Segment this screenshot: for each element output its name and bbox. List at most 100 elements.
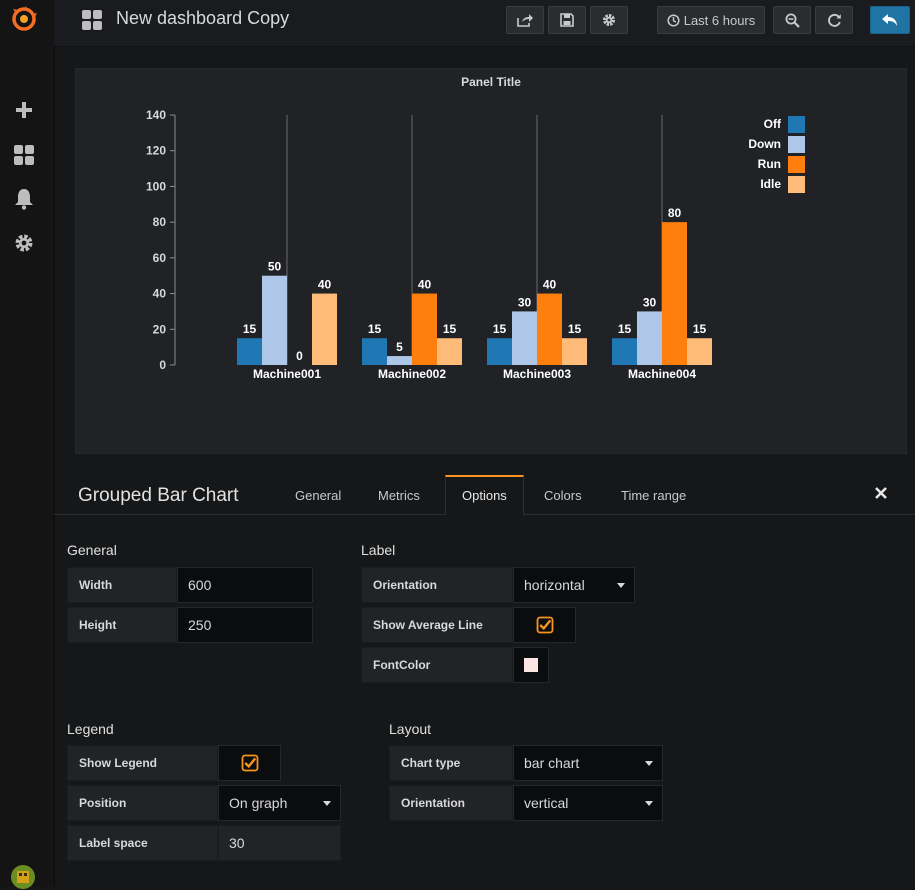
width-input[interactable]: 600 [177, 567, 313, 603]
bar-off [362, 338, 387, 365]
y-tick-label: 120 [146, 144, 166, 158]
data-label: 15 [618, 322, 632, 336]
legend-position-select[interactable]: On graph [218, 785, 341, 821]
y-tick-label: 100 [146, 179, 166, 193]
gear-icon[interactable] [11, 230, 37, 256]
layout-orientation-value: vertical [524, 795, 569, 811]
bar-run [662, 222, 687, 365]
show-average-line-checkbox[interactable] [513, 607, 576, 643]
avatar[interactable] [10, 864, 36, 890]
chart-type-select[interactable]: bar chart [513, 745, 663, 781]
back-to-dashboard-button[interactable] [870, 6, 910, 34]
layout-orientation-select[interactable]: vertical [513, 785, 663, 821]
label-space-input[interactable]: 30 [218, 825, 341, 861]
height-input[interactable]: 250 [177, 607, 313, 643]
close-icon[interactable] [875, 486, 887, 504]
general-section-title: General [67, 542, 117, 558]
data-label: 0 [296, 349, 303, 363]
y-tick-label: 60 [153, 251, 167, 265]
show-legend-label: Show Legend [67, 745, 218, 781]
data-label: 15 [493, 322, 507, 336]
data-label: 80 [668, 206, 682, 220]
tab-options[interactable]: Options [445, 475, 524, 515]
gear-icon [603, 14, 615, 26]
grafana-logo-icon[interactable] [11, 6, 37, 32]
data-label: 15 [568, 322, 582, 336]
bar-down [387, 356, 412, 365]
data-label: 15 [443, 322, 457, 336]
time-range-button[interactable]: Last 6 hours [657, 6, 765, 34]
chevron-down-icon [645, 761, 653, 766]
dashboards-icon[interactable] [11, 142, 37, 168]
bar-off [237, 338, 262, 365]
x-category-label: Machine001 [253, 367, 321, 381]
panel-title[interactable]: Panel Title [461, 75, 521, 89]
data-label: 40 [543, 278, 557, 292]
dashboard-title[interactable]: New dashboard Copy [116, 8, 290, 28]
time-range-label: Last 6 hours [683, 12, 756, 28]
label-orientation-select[interactable]: horizontal [513, 567, 635, 603]
y-tick-label: 140 [146, 108, 166, 122]
data-label: 50 [268, 260, 282, 274]
bell-icon[interactable] [11, 186, 37, 212]
fontcolor-label: FontColor [361, 647, 513, 683]
x-category-label: Machine002 [378, 367, 446, 381]
fontcolor-swatch [524, 658, 538, 672]
checkbox-checked-icon [241, 754, 258, 772]
plus-icon[interactable] [11, 97, 37, 123]
show-legend-checkbox[interactable] [218, 745, 281, 781]
zoom-out-icon [785, 13, 800, 28]
save-button[interactable] [548, 6, 586, 34]
label-section-title: Label [361, 542, 396, 558]
legend-position-value: On graph [229, 795, 288, 811]
sidebar [0, 0, 55, 890]
chevron-down-icon [323, 801, 331, 806]
fontcolor-picker[interactable] [513, 647, 549, 683]
layout-orientation-label: Orientation [389, 785, 513, 821]
settings-button[interactable] [590, 6, 628, 34]
y-tick-label: 20 [153, 322, 167, 336]
share-button[interactable] [506, 6, 544, 34]
bar-idle [562, 338, 587, 365]
legend-swatch [788, 136, 805, 153]
legend-label: Down [748, 137, 781, 151]
refresh-button[interactable] [815, 6, 853, 34]
width-label: Width [67, 567, 177, 603]
chart-type-label: Chart type [389, 745, 513, 781]
bar-run [412, 293, 437, 365]
refresh-icon [827, 13, 841, 27]
legend-swatch [788, 156, 805, 173]
bar-idle [312, 293, 337, 365]
data-label: 15 [693, 322, 707, 336]
bar-down [262, 275, 287, 365]
data-label: 40 [418, 278, 432, 292]
label-space-label: Label space [67, 825, 218, 861]
grouped-bar-chart: 0 20 40 60 80 100 120 140 15 50 0 40 Machine001 15 5 40… [146, 108, 805, 381]
bar-idle [687, 338, 712, 365]
tab-time-range[interactable]: Time range [621, 488, 687, 503]
chevron-down-icon [645, 801, 653, 806]
data-label: 30 [518, 295, 532, 309]
share-icon [517, 14, 533, 27]
data-label: 15 [243, 322, 257, 336]
legend-label: Off [764, 117, 782, 131]
bar-run [537, 293, 562, 365]
show-average-line-label: Show Average Line [361, 607, 513, 643]
tab-colors[interactable]: Colors [544, 488, 582, 503]
top-bar: New dashboard Copy Last 6 hours [54, 0, 915, 47]
y-tick-label: 80 [153, 215, 167, 229]
zoom-out-button[interactable] [773, 6, 811, 34]
height-label: Height [67, 607, 177, 643]
data-label: 5 [396, 340, 403, 354]
editor-header: Grouped Bar Chart General Metrics Option… [54, 470, 915, 515]
legend-swatch [788, 116, 805, 133]
bar-off [612, 338, 637, 365]
chevron-down-icon [617, 583, 625, 588]
bar-down [637, 311, 662, 365]
data-label: 30 [643, 295, 657, 309]
legend-label: Idle [760, 177, 781, 191]
tab-metrics[interactable]: Metrics [378, 488, 420, 503]
tab-general[interactable]: General [295, 488, 342, 503]
bar-off [487, 338, 512, 365]
dashboard-grid-icon[interactable] [81, 9, 103, 36]
